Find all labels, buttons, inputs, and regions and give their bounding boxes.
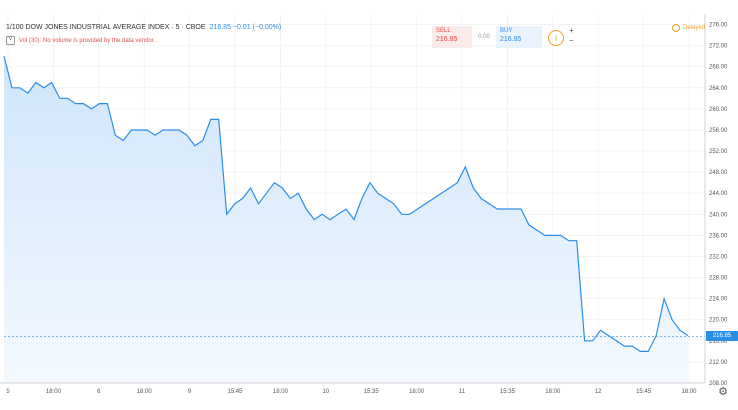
x-tick-label: 18:00 — [273, 389, 289, 395]
y-tick-label: 220.00 — [709, 318, 728, 324]
y-tick-label: 228.00 — [709, 276, 728, 282]
x-tick-label: 6 — [97, 389, 101, 395]
x-tick-label: 18:00 — [409, 389, 425, 395]
symbol-title: 1/100 DOW JONES INDUSTRIAL AVERAGE INDEX… — [6, 24, 206, 31]
symbol-values: 216.85 −0.01 (−0.00%) — [209, 24, 282, 31]
quantity-stepper: + − — [569, 26, 574, 48]
y-tick-label: 264.00 — [709, 86, 728, 92]
clock-icon — [672, 24, 680, 32]
y-tick-label: 248.00 — [709, 170, 728, 176]
y-tick-label: 212.00 — [709, 360, 728, 366]
price-line — [3, 56, 689, 352]
info-icon[interactable]: i — [548, 30, 564, 46]
y-tick-label: 276.00 — [709, 23, 728, 29]
x-tick-label: 18:00 — [46, 389, 62, 395]
collapse-icon[interactable]: ˅ — [6, 36, 15, 45]
minus-button[interactable]: − — [569, 36, 574, 45]
current-price-tag: 216.85 — [706, 331, 738, 342]
sell-button[interactable]: SELL 216.85 — [432, 26, 472, 48]
price-area — [4, 56, 688, 383]
y-tick-label: 216.00 — [709, 339, 728, 345]
spread-value: 0.00 — [478, 34, 490, 40]
volume-notice-text: Vol (30): No volume is provided by the d… — [19, 37, 156, 44]
delayed-status: Delayed — [672, 24, 705, 32]
x-tick-label: 11 — [459, 389, 466, 395]
x-tick-label: 18:00 — [545, 389, 561, 395]
y-tick-label: 224.00 — [709, 297, 728, 303]
y-axis: 276.00 272.00 268.00 264.00 260.00 256.00 252.… — [709, 23, 728, 387]
buy-button[interactable]: BUY 216.85 — [496, 26, 542, 48]
x-tick-label: 15:35 — [364, 389, 380, 395]
x-tick-label: 12 — [595, 389, 602, 395]
y-tick-label: 232.00 — [709, 254, 728, 260]
x-tick-label: 15:45 — [227, 389, 243, 395]
y-tick-label: 256.00 — [709, 128, 728, 134]
y-tick-label: 252.00 — [709, 149, 728, 155]
x-tick-label: 9 — [188, 389, 192, 395]
x-axis: 5 18:00 6 18:00 9 15:45 18:00 10 15:35 18:00 11 15:… — [6, 389, 697, 395]
y-tick-label: 208.00 — [709, 381, 728, 387]
x-tick-label: 5 — [6, 389, 10, 395]
gear-icon[interactable]: ⚙ — [718, 386, 728, 398]
sell-price: 216.85 — [436, 36, 458, 43]
x-tick-label: 15:35 — [500, 389, 516, 395]
symbol-header: 1/100 DOW JONES INDUSTRIAL AVERAGE INDEX… — [6, 24, 281, 31]
x-tick-label: 18:00 — [137, 389, 153, 395]
delayed-label: Delayed — [683, 25, 706, 31]
y-tick-label: 240.00 — [709, 212, 728, 218]
buy-price: 216.85 — [500, 36, 522, 43]
buy-label: BUY — [500, 28, 513, 34]
x-tick-label: 18:00 — [681, 389, 697, 395]
plus-button[interactable]: + — [569, 26, 574, 35]
y-tick-label: 236.00 — [709, 233, 728, 239]
y-tick-label: 244.00 — [709, 191, 728, 197]
sell-label: SELL — [436, 28, 451, 34]
trade-panel: SELL 216.85 0.00 BUY 216.85 i + − — [432, 26, 584, 48]
x-tick-label: 15:45 — [636, 389, 652, 395]
y-tick-label: 260.00 — [709, 107, 728, 113]
x-tick-label: 10 — [322, 389, 329, 395]
y-tick-label: 272.00 — [709, 44, 728, 50]
y-tick-label: 268.00 — [709, 65, 728, 71]
volume-notice: ˅ Vol (30): No volume is provided by the… — [6, 36, 155, 45]
